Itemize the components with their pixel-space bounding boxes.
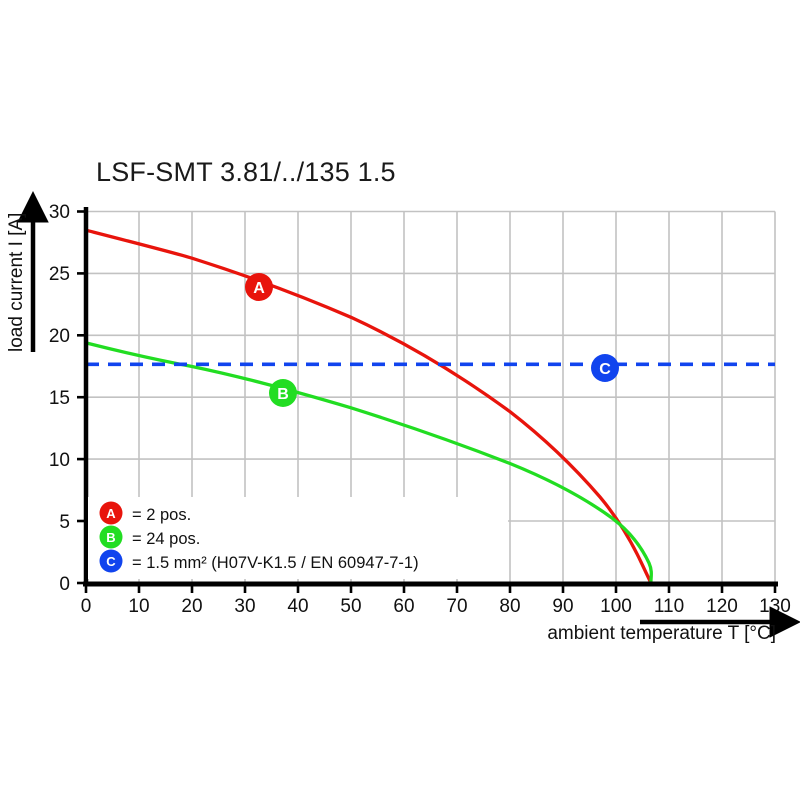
legend-item-c[interactable]: C = 1.5 mm² (H07V-K1.5 / EN 60947-7-1) — [99, 549, 419, 573]
legend-marker-c-icon — [99, 549, 123, 573]
x-tick-label: 70 — [446, 596, 467, 617]
legend-background — [88, 497, 508, 579]
legend-marker-b-icon — [99, 525, 123, 549]
x-tick-label: 30 — [234, 596, 255, 617]
series-a-line — [84, 228, 653, 585]
curve-marker-b-letter: B — [277, 386, 289, 403]
y-axis-ticks — [77, 210, 86, 585]
y-tick-label: 5 — [59, 512, 70, 533]
x-axis-title: ambient temperature T [°C] — [547, 623, 776, 644]
page-title: LSF-SMT 3.81/../135 1.5 — [96, 157, 396, 187]
curve-marker-a-icon — [245, 273, 273, 301]
x-tick-label: 50 — [340, 596, 361, 617]
legend-marker-a-icon — [99, 501, 123, 525]
legend-marker-c-letter: C — [106, 554, 116, 569]
x-tick-label: 40 — [287, 596, 308, 617]
y-tick-label: 0 — [59, 574, 70, 595]
legend-item-b[interactable]: B = 24 pos. — [99, 525, 201, 549]
x-tick-label: 90 — [552, 596, 573, 617]
curve-marker-b-icon — [269, 379, 297, 407]
x-tick-label: 120 — [706, 596, 738, 617]
legend-item-a[interactable]: A = 2 pos. — [99, 501, 192, 525]
x-axis-ticks — [84, 584, 777, 593]
y-tick-label: 15 — [49, 388, 70, 409]
x-tick-label: 0 — [81, 596, 92, 617]
x-tick-label: 80 — [499, 596, 520, 617]
y-tick-label: 20 — [49, 326, 70, 347]
legend-marker-b-letter: B — [106, 530, 115, 545]
x-tick-label: 110 — [654, 596, 684, 617]
curve-marker-b[interactable]: B — [269, 379, 297, 407]
x-tick-label: 130 — [759, 596, 791, 617]
curve-marker-a-letter: A — [253, 280, 265, 297]
curve-marker-a[interactable]: A — [245, 273, 273, 301]
legend-label-c: = 1.5 mm² (H07V-K1.5 / EN 60947-7-1) — [132, 554, 419, 572]
legend-label-b: = 24 pos. — [132, 530, 200, 548]
y-tick-label: 10 — [49, 450, 70, 471]
y-tick-label: 25 — [49, 264, 70, 285]
x-tick-label: 100 — [600, 596, 632, 617]
curve-marker-c-letter: C — [599, 361, 611, 378]
x-tick-label: 20 — [181, 596, 202, 617]
x-tick-label: 60 — [393, 596, 414, 617]
y-axis-title: load current I [A] — [6, 213, 27, 352]
curve-marker-c[interactable]: C — [591, 354, 619, 382]
y-tick-labels: 30 25 20 15 10 5 0 — [49, 202, 70, 595]
legend-label-a: = 2 pos. — [132, 506, 191, 524]
legend: A = 2 pos. B = 24 pos. C = 1.5 mm² (H07V… — [99, 501, 419, 573]
x-tick-label: 10 — [128, 596, 149, 617]
legend-marker-a-letter: A — [106, 506, 116, 521]
y-tick-label: 30 — [49, 202, 70, 223]
curve-marker-c-icon — [591, 354, 619, 382]
x-tick-labels: 0 10 20 30 40 50 60 70 80 90 100 110 120… — [81, 596, 791, 617]
series-b-line — [84, 341, 653, 585]
